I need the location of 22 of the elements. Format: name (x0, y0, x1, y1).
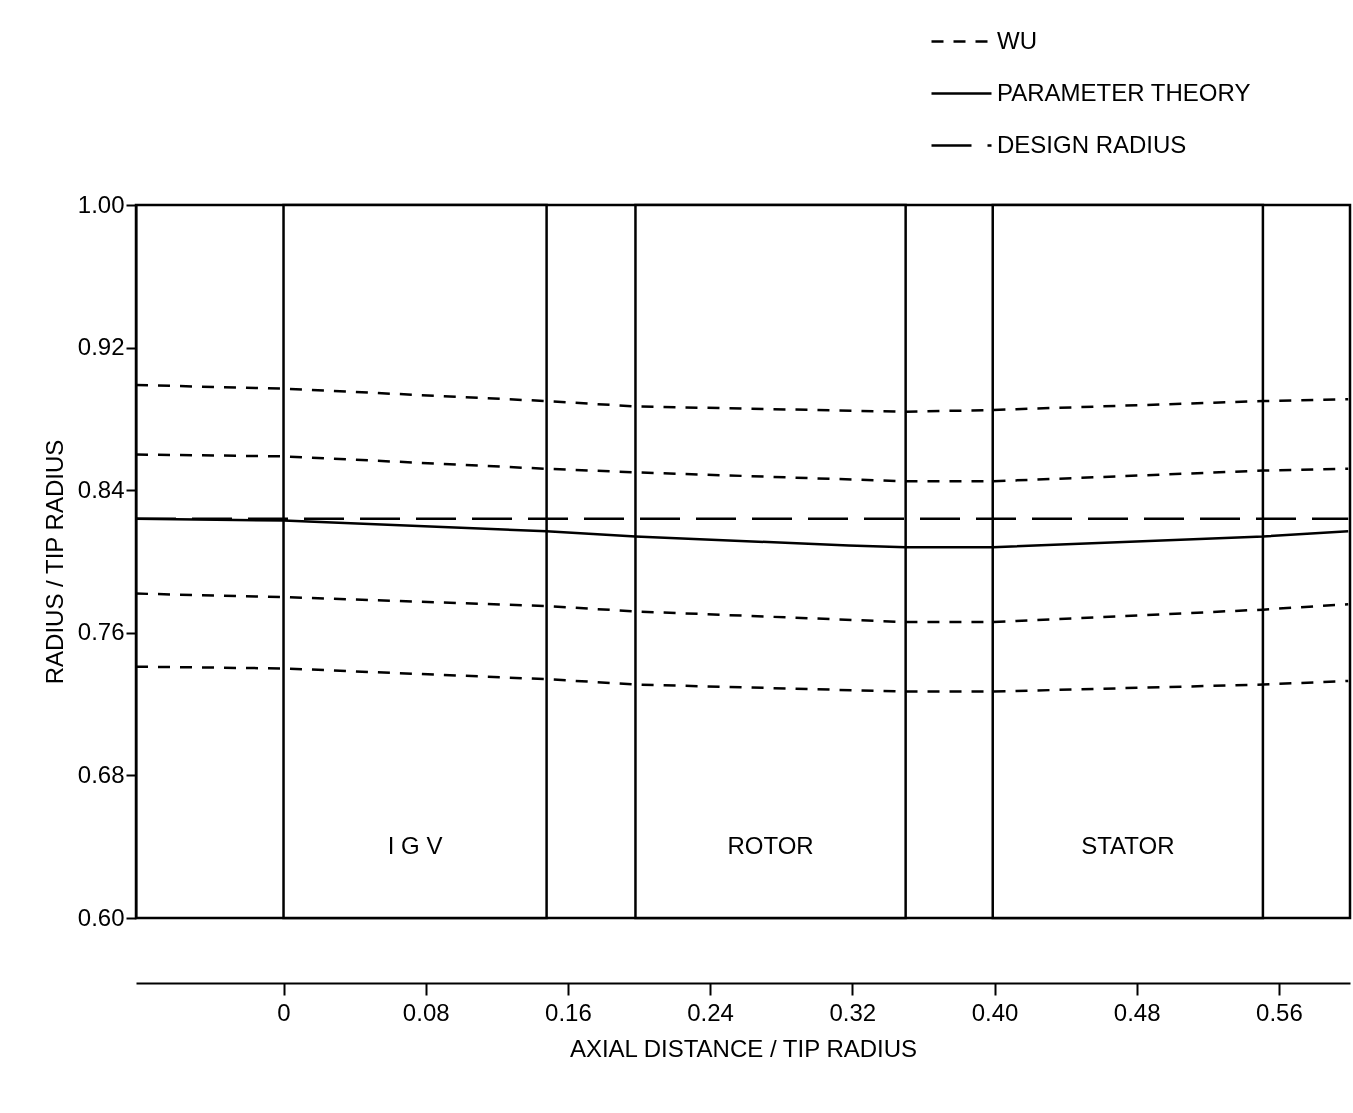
x-axis-title: AXIAL DISTANCE / TIP RADIUS (569, 1034, 918, 1062)
x-tick-label: 0.32 (829, 998, 877, 1026)
y-tick-label: 0.60 (77, 903, 125, 931)
y-axis-title: RADIUS / TIP RADIUS (40, 439, 68, 685)
x-tick-label: 0.08 (402, 998, 450, 1026)
y-tick-label: 0.84 (77, 475, 125, 503)
x-tick-label: 0.40 (971, 998, 1019, 1026)
legend-label: WU (997, 26, 1037, 54)
y-tick-label: 0.92 (77, 333, 125, 361)
x-tick-label: 0.56 (1256, 998, 1303, 1026)
band-label: ROTOR (727, 831, 814, 859)
x-tick-label: 0.24 (687, 998, 734, 1026)
band-label: I G V (387, 831, 443, 859)
x-tick-label: 0.48 (1113, 998, 1161, 1026)
y-tick-label: 0.76 (77, 618, 125, 646)
x-tick-label: 0.16 (545, 998, 592, 1026)
band-label: STATOR (1081, 831, 1175, 859)
y-tick-label: 0.68 (77, 760, 125, 788)
x-tick-label: 0 (277, 998, 291, 1026)
legend-label: PARAMETER THEORY (997, 78, 1251, 106)
y-tick-label: 1.00 (77, 190, 125, 218)
legend-label: DESIGN RADIUS (997, 130, 1187, 158)
